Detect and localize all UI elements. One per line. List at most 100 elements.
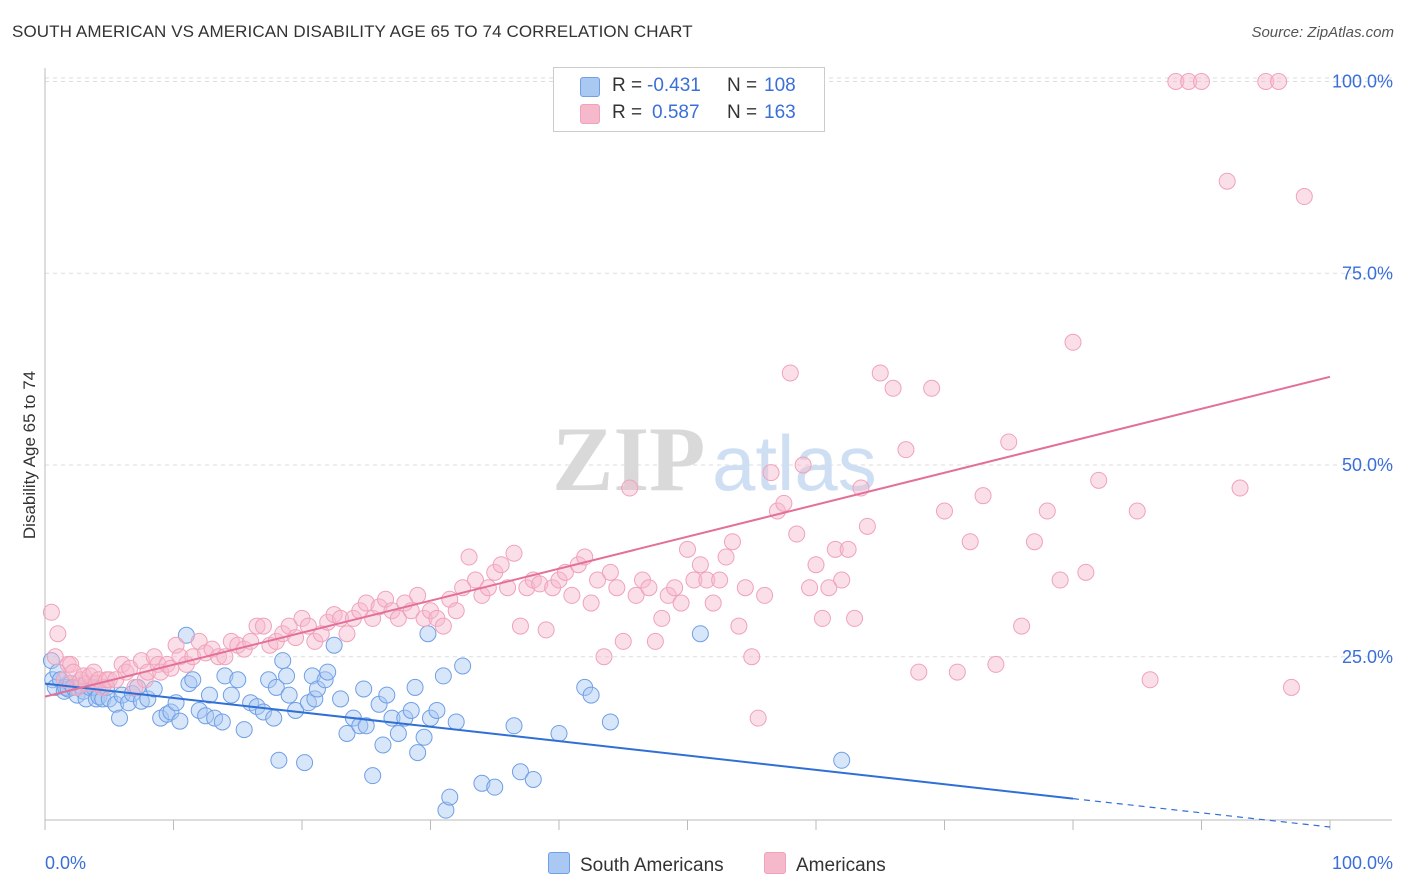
south-american-point xyxy=(280,686,298,704)
american-point xyxy=(621,479,639,497)
american-point xyxy=(357,594,375,612)
south-american-point xyxy=(582,686,600,704)
south-american-point xyxy=(357,717,375,735)
south-american-point xyxy=(235,721,253,739)
south-american-point xyxy=(145,680,163,698)
american-point xyxy=(807,556,825,574)
south-american-point xyxy=(364,767,382,785)
american-point xyxy=(646,632,664,650)
south-american-point xyxy=(306,690,324,708)
american-point xyxy=(775,494,793,512)
american-point xyxy=(595,648,613,666)
south-american-point xyxy=(428,701,446,719)
american-point xyxy=(833,571,851,589)
american-point xyxy=(948,663,966,681)
american-point xyxy=(839,540,857,558)
legend-r-label: R = xyxy=(612,75,643,96)
south-american-point xyxy=(338,724,356,742)
south-american-point xyxy=(132,692,150,710)
american-point xyxy=(813,609,831,627)
south-american-point xyxy=(222,686,240,704)
bottom-legend-swatch-blue xyxy=(548,852,570,874)
bottom-legend-label: South Americans xyxy=(580,855,724,876)
american-point xyxy=(1064,333,1082,351)
south-american-point xyxy=(206,709,224,727)
bottom-legend-swatch-pink xyxy=(764,852,786,874)
american-point xyxy=(653,609,671,627)
american-point xyxy=(614,632,632,650)
american-point xyxy=(460,548,478,566)
legend-r-label: R = xyxy=(612,102,643,123)
south-american-point xyxy=(267,678,285,696)
south-american-point xyxy=(213,713,231,731)
south-american-point xyxy=(200,686,218,704)
south-american-point xyxy=(378,686,396,704)
american-point xyxy=(698,571,716,589)
watermark-atlas: atlas xyxy=(712,419,877,507)
legend-row-americans: R = 0.587 N = 163 xyxy=(554,101,824,127)
axes xyxy=(44,68,1392,830)
american-point xyxy=(801,579,819,597)
y-tick-label: 100.0% xyxy=(1332,72,1393,92)
american-point xyxy=(961,533,979,551)
american-point xyxy=(923,379,941,397)
american-point xyxy=(145,648,163,666)
american-point xyxy=(704,594,722,612)
american-point xyxy=(1180,73,1198,90)
correlation-legend: R = -0.431 N = 108 R = 0.587 N = 163 xyxy=(553,67,825,132)
american-point xyxy=(936,502,953,520)
south-american-point xyxy=(274,652,292,670)
american-point xyxy=(846,609,864,627)
american-point xyxy=(858,517,876,535)
south-american-point xyxy=(691,625,709,643)
south-american-point xyxy=(454,657,472,675)
bottom-legend-americans: Americans xyxy=(764,852,886,877)
american-point xyxy=(1090,471,1108,489)
south-american-point xyxy=(374,736,392,754)
american-point xyxy=(1231,479,1249,497)
american-point xyxy=(1282,678,1300,696)
y-tick-label: 25.0% xyxy=(1342,647,1393,667)
american-point xyxy=(781,364,799,382)
american-point xyxy=(871,364,889,382)
american-point xyxy=(1128,502,1146,520)
american-point xyxy=(492,556,510,574)
south-american-point xyxy=(505,717,523,735)
americans-points xyxy=(42,73,1313,727)
source-label: Source: ZipAtlas.com xyxy=(1251,24,1394,41)
american-point xyxy=(601,563,619,581)
american-point xyxy=(794,456,812,474)
american-point xyxy=(756,586,774,604)
south-american-point xyxy=(355,680,373,698)
south-american-point xyxy=(325,636,343,654)
american-point xyxy=(608,579,626,597)
american-point xyxy=(582,594,600,612)
south-american-point xyxy=(296,754,314,772)
american-point xyxy=(679,540,696,558)
american-point xyxy=(730,617,748,635)
american-point xyxy=(531,575,549,593)
south-american-point xyxy=(111,709,129,727)
american-point xyxy=(672,594,690,612)
american-point xyxy=(589,571,607,589)
american-point xyxy=(974,487,992,505)
legend-n-label: N = xyxy=(727,102,758,123)
american-point xyxy=(987,655,1005,673)
american-point xyxy=(563,586,581,604)
american-point xyxy=(685,571,703,589)
south-american-point xyxy=(419,625,437,643)
american-point xyxy=(627,586,645,604)
american-point xyxy=(762,464,780,482)
south-american-point xyxy=(406,678,424,696)
american-point xyxy=(717,548,735,566)
south-american-point xyxy=(511,763,529,781)
american-point xyxy=(1257,73,1275,90)
american-point xyxy=(711,571,729,589)
american-point xyxy=(1077,563,1095,581)
bottom-legend-south-americans: South Americans xyxy=(548,852,724,877)
american-point xyxy=(537,621,555,639)
american-point xyxy=(1167,73,1185,90)
legend-n-value: 108 xyxy=(764,75,796,96)
south-american-point xyxy=(270,751,288,769)
south-american-point xyxy=(120,694,138,712)
